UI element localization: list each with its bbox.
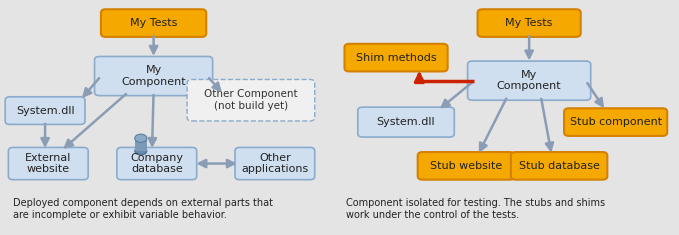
FancyBboxPatch shape [358, 107, 454, 137]
Text: Other Component
(not build yet): Other Component (not build yet) [204, 90, 297, 111]
FancyBboxPatch shape [117, 147, 197, 180]
Text: My
Component: My Component [122, 65, 186, 87]
FancyBboxPatch shape [8, 147, 88, 180]
Text: System.dll: System.dll [377, 117, 435, 127]
Text: Component isolated for testing. The stubs and shims
work under the control of th: Component isolated for testing. The stub… [346, 198, 605, 220]
FancyBboxPatch shape [187, 79, 315, 121]
Ellipse shape [134, 147, 147, 155]
FancyBboxPatch shape [235, 147, 315, 180]
FancyBboxPatch shape [344, 44, 447, 71]
Text: My
Component: My Component [497, 70, 562, 91]
FancyBboxPatch shape [5, 97, 85, 124]
Bar [134, 138, 147, 151]
FancyBboxPatch shape [468, 61, 591, 100]
Text: External
website: External website [25, 153, 71, 174]
FancyBboxPatch shape [101, 9, 206, 37]
Text: My Tests: My Tests [505, 18, 553, 28]
Text: Stub component: Stub component [570, 117, 662, 127]
Text: Deployed component depends on external parts that
are incomplete or exhibit vari: Deployed component depends on external p… [13, 198, 273, 220]
Text: Other
applications: Other applications [241, 153, 308, 174]
Text: Stub database: Stub database [519, 161, 600, 171]
FancyBboxPatch shape [564, 108, 667, 136]
FancyBboxPatch shape [477, 9, 581, 37]
Text: System.dll: System.dll [16, 106, 75, 116]
Text: Company
database: Company database [130, 153, 183, 174]
FancyBboxPatch shape [94, 56, 213, 96]
Text: Stub website: Stub website [430, 161, 502, 171]
Text: My Tests: My Tests [130, 18, 177, 28]
Text: Shim methods: Shim methods [356, 53, 437, 63]
FancyBboxPatch shape [418, 152, 514, 180]
Ellipse shape [134, 134, 147, 142]
FancyBboxPatch shape [511, 152, 607, 180]
